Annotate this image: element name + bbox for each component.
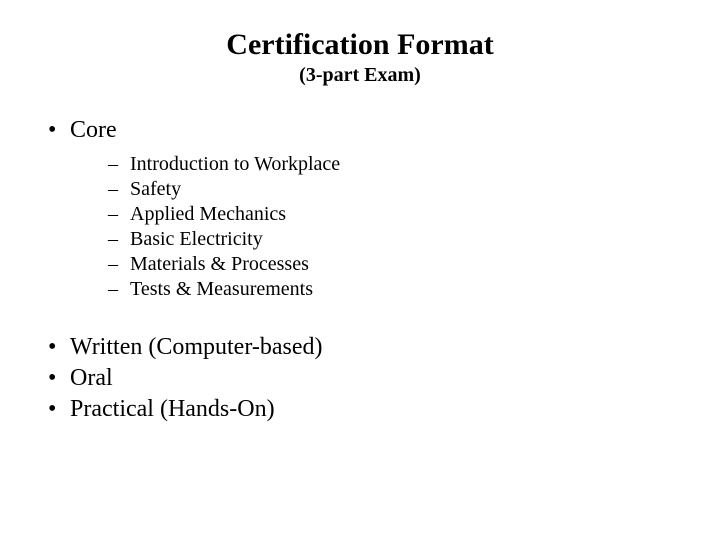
dash-icon: –	[108, 227, 130, 252]
bullet-icon: •	[48, 332, 70, 363]
bullet-icon: •	[48, 394, 70, 425]
list-item-text: Practical (Hands-On)	[70, 396, 275, 422]
list-item-text: Basic Electricity	[130, 228, 263, 250]
dash-icon: –	[108, 202, 130, 227]
list-item-text: Materials & Processes	[130, 253, 309, 275]
list-item: –Tests & Measurements	[108, 277, 680, 302]
dash-icon: –	[108, 252, 130, 277]
list-item: –Applied Mechanics	[108, 202, 680, 227]
list-item: •Written (Computer-based)	[48, 332, 680, 363]
list-item-text: Tests & Measurements	[130, 278, 313, 300]
dash-icon: –	[108, 277, 130, 302]
slide-title: Certification Format	[40, 28, 680, 62]
core-heading-text: Core	[70, 117, 117, 143]
list-item: –Introduction to Workplace	[108, 152, 680, 177]
list-item: –Safety	[108, 177, 680, 202]
core-sublist: –Introduction to Workplace –Safety –Appl…	[108, 152, 680, 302]
format-list: •Written (Computer-based) •Oral •Practic…	[40, 332, 680, 426]
list-item: •Oral	[48, 363, 680, 394]
list-item-text: Written (Computer-based)	[70, 334, 322, 360]
list-item-text: Safety	[130, 178, 181, 200]
list-item-text: Applied Mechanics	[130, 203, 286, 225]
list-item: –Basic Electricity	[108, 227, 680, 252]
list-item-text: Introduction to Workplace	[130, 153, 340, 175]
list-item: –Materials & Processes	[108, 252, 680, 277]
slide-subtitle: (3-part Exam)	[40, 64, 680, 87]
dash-icon: –	[108, 152, 130, 177]
list-item-text: Oral	[70, 365, 113, 391]
core-heading-item: •Core	[48, 117, 680, 144]
bullet-icon: •	[48, 363, 70, 394]
list-item: •Practical (Hands-On)	[48, 394, 680, 425]
dash-icon: –	[108, 177, 130, 202]
bullet-icon: •	[48, 117, 70, 144]
